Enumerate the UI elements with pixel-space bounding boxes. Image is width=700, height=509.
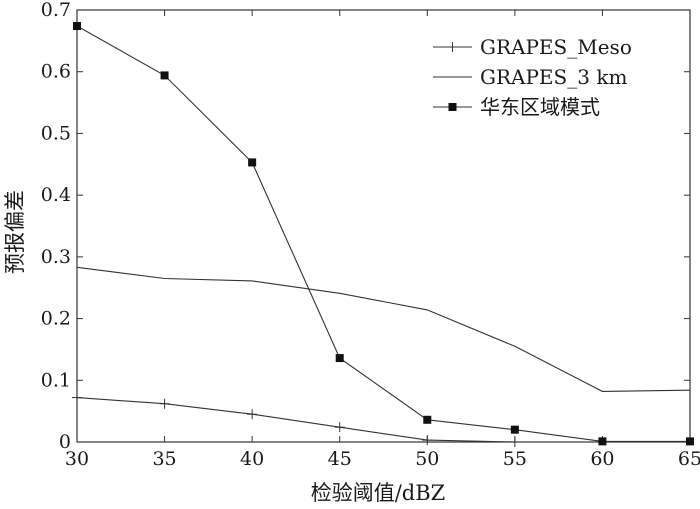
legend-marker-east-china-model [448, 103, 457, 111]
point-east-china-model [686, 437, 694, 446]
y-axis-title: 预报偏差 [3, 190, 27, 274]
point-grapes-meso [334, 422, 345, 433]
series-group [72, 22, 694, 447]
series-grapes-meso [72, 392, 520, 447]
y-tick-label: 0.4 [41, 184, 71, 206]
y-tick-label: 0.3 [41, 246, 71, 268]
x-tick-label: 45 [328, 448, 352, 470]
series-line-grapes-meso [76, 397, 515, 443]
axis-ticks: 30 35 40 45 50 55 60 65 0 0.1 0.2 0.3 0.4 0.5 0.6 0.7 [41, 0, 700, 470]
point-east-china-model [510, 425, 519, 434]
legend-item-grapes-3km: GRAPES_3 km [433, 65, 627, 89]
plot-area [76, 9, 691, 443]
legend-label-grapes-3km: GRAPES_3 km [480, 65, 627, 89]
point-grapes-meso [159, 398, 170, 409]
x-tick-label: 30 [65, 448, 89, 470]
y-tick-label: 0.2 [41, 308, 71, 330]
point-east-china-model [73, 22, 81, 31]
x-tick-label: 60 [590, 448, 614, 470]
plot-frame [76, 9, 691, 443]
legend-label-east-china-model: 华东区域模式 [480, 95, 600, 119]
point-east-china-model [423, 415, 432, 424]
series-line-grapes-3km [76, 266, 691, 392]
series-line-east-china-model [76, 25, 690, 442]
x-tick-label: 35 [152, 448, 176, 470]
series-grapes-3km [76, 266, 691, 392]
x-tick-label: 40 [240, 448, 264, 470]
legend-label-grapes-meso: GRAPES_Meso [480, 35, 632, 59]
x-tick-label: 55 [503, 448, 527, 470]
series-east-china-model [73, 22, 694, 446]
legend-item-grapes-meso: GRAPES_Meso [433, 35, 632, 59]
point-grapes-meso [247, 409, 258, 420]
point-grapes-meso [72, 392, 82, 403]
y-tick-label: 0.1 [41, 369, 71, 391]
y-tick-label: 0.5 [41, 122, 71, 144]
x-tick-label: 50 [415, 448, 439, 470]
point-grapes-meso [422, 435, 433, 446]
point-east-china-model [248, 158, 257, 167]
legend: GRAPES_Meso GRAPES_3 km 华东区域模式 [433, 35, 632, 119]
legend-marker-grapes-meso [447, 42, 458, 52]
point-grapes-meso [509, 437, 520, 447]
x-axis-title: 检验阈值/dBZ [311, 481, 446, 505]
point-east-china-model [598, 437, 607, 446]
legend-item-east-china-model: 华东区域模式 [433, 95, 600, 119]
y-tick-label: 0.6 [41, 61, 71, 83]
x-tick-label: 65 [678, 448, 700, 470]
point-east-china-model [335, 354, 344, 363]
y-tick-label: 0 [59, 431, 71, 453]
y-tick-label: 0.7 [41, 0, 71, 21]
point-east-china-model [160, 71, 169, 80]
